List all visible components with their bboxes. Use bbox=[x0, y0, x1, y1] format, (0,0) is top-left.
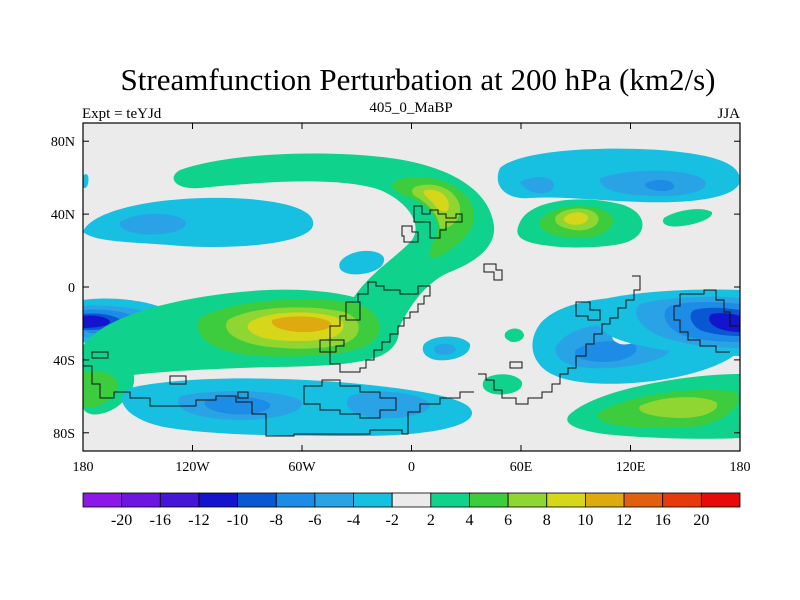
colorbar-swatch bbox=[198, 492, 238, 508]
x-tick-label: 60W bbox=[288, 460, 316, 475]
colorbar-label: -20 bbox=[111, 512, 132, 529]
colorbar-swatch bbox=[314, 492, 354, 508]
coastline-small-isle-4 bbox=[237, 391, 249, 399]
colorbar-label: 20 bbox=[693, 512, 709, 529]
coastline-iberia bbox=[401, 225, 419, 243]
axis-ticks: 180 120W 60W 0 60E 120E 180 80N 40N 0 40S 80S bbox=[51, 123, 751, 475]
nh-pacific-small-low bbox=[339, 250, 385, 275]
coastline-antarctic-peninsula bbox=[303, 379, 397, 419]
colorbar: -20 -16 -12 -10 -8 -6 -4 -2 2 4 6 8 10 12 16 20 bbox=[82, 492, 741, 529]
colorbar-swatch bbox=[623, 492, 664, 508]
y-tick-label: 0 bbox=[68, 281, 75, 296]
colorbar-label: -10 bbox=[227, 512, 248, 529]
x-tick-label: 0 bbox=[408, 460, 415, 475]
sh-africa-small-high bbox=[482, 374, 523, 395]
nh-arc-positive-10 bbox=[423, 189, 449, 212]
colorbar-swatch bbox=[430, 492, 470, 508]
sh-atlantic-low-inner bbox=[433, 343, 456, 355]
sh-pacific-low-west-12 bbox=[83, 315, 110, 328]
colorbar-label: -12 bbox=[188, 512, 209, 529]
sh-southern-low-8 bbox=[204, 396, 271, 415]
season-label: JJA bbox=[717, 106, 740, 122]
colorbar-swatch bbox=[121, 492, 161, 508]
colorbar-label: -8 bbox=[270, 512, 283, 529]
sh-indian-low-8 bbox=[574, 341, 637, 362]
colorbar-swatch bbox=[662, 492, 702, 508]
nh-arc-positive-band bbox=[173, 153, 495, 359]
x-tick-label: 120E bbox=[616, 460, 646, 475]
colorbar-label: 2 bbox=[427, 512, 435, 529]
coastline-australia bbox=[673, 289, 740, 353]
x-tick-label: 180 bbox=[73, 460, 94, 475]
nh-pacific-low-west-inner bbox=[119, 213, 187, 235]
colorbar-label: 6 bbox=[504, 512, 512, 529]
nh-pacific-small-high bbox=[662, 209, 713, 227]
coastline-inner-block bbox=[345, 301, 361, 321]
colorbar-swatch bbox=[353, 492, 393, 508]
colorbar-swatch bbox=[391, 492, 432, 508]
colorbar-swatch bbox=[700, 492, 741, 508]
sh-samerica-high-12 bbox=[271, 316, 331, 332]
colorbar-label: -4 bbox=[347, 512, 360, 529]
nh-asia-high-10 bbox=[563, 212, 588, 225]
colorbar-swatch bbox=[585, 492, 625, 508]
colorbar-label: -16 bbox=[150, 512, 171, 529]
coastline-asia-east bbox=[575, 301, 601, 321]
y-tick-label: 40N bbox=[51, 208, 75, 223]
colorbar-swatch bbox=[159, 492, 200, 508]
y-tick-label: 80N bbox=[51, 135, 75, 150]
coastline-small-isle-3 bbox=[509, 361, 523, 369]
colorbar-swatch bbox=[507, 492, 548, 508]
coastline-cluster-1 bbox=[329, 339, 345, 353]
x-tick-label: 120W bbox=[175, 460, 210, 475]
colorbar-label: -2 bbox=[386, 512, 399, 529]
nh-eastpac-low bbox=[83, 174, 89, 188]
colorbar-label: 16 bbox=[655, 512, 671, 529]
nh-pacific-low-east-inner bbox=[520, 176, 554, 194]
colorbar-label: 12 bbox=[616, 512, 632, 529]
coastlines bbox=[83, 205, 740, 437]
colorbar-label: 8 bbox=[543, 512, 551, 529]
colorbar-swatch bbox=[82, 492, 123, 508]
coastline-small-isle-2 bbox=[91, 351, 109, 359]
coastline-island-1 bbox=[483, 263, 503, 281]
colorbar-label: -6 bbox=[308, 512, 321, 529]
nh-pacific-low-east-center bbox=[645, 180, 675, 191]
colorbar-swatch bbox=[237, 492, 277, 508]
colorbar-swatch bbox=[546, 492, 586, 508]
coastline-asia bbox=[478, 275, 641, 405]
colorbar-swatch bbox=[469, 492, 509, 508]
y-tick-label: 40S bbox=[53, 354, 75, 369]
coastline-small-isle bbox=[169, 375, 187, 385]
experiment-label: Expt = teYJd bbox=[82, 106, 162, 122]
colorbar-swatch bbox=[275, 492, 316, 508]
sh-southern-high-8 bbox=[639, 397, 718, 418]
colorbar-label: 10 bbox=[577, 512, 593, 529]
colorbar-label: 4 bbox=[465, 512, 473, 529]
nh-pacific-low-west-outer bbox=[83, 197, 314, 247]
chart-title: Streamfunction Perturbation at 200 hPa (… bbox=[121, 62, 716, 97]
coastline-antarctica bbox=[83, 365, 474, 437]
sh-pacific-low-east-12 bbox=[709, 313, 740, 332]
x-tick-label: 180 bbox=[730, 460, 751, 475]
contour-field bbox=[83, 148, 740, 439]
sh-atlantic-small-high bbox=[504, 328, 524, 343]
coastline-africa-europe bbox=[413, 205, 463, 239]
coastline-south-america bbox=[319, 281, 431, 373]
y-tick-label: 80S bbox=[53, 427, 75, 442]
case-label: 405_0_MaBP bbox=[369, 100, 452, 116]
x-tick-label: 60E bbox=[510, 460, 533, 475]
